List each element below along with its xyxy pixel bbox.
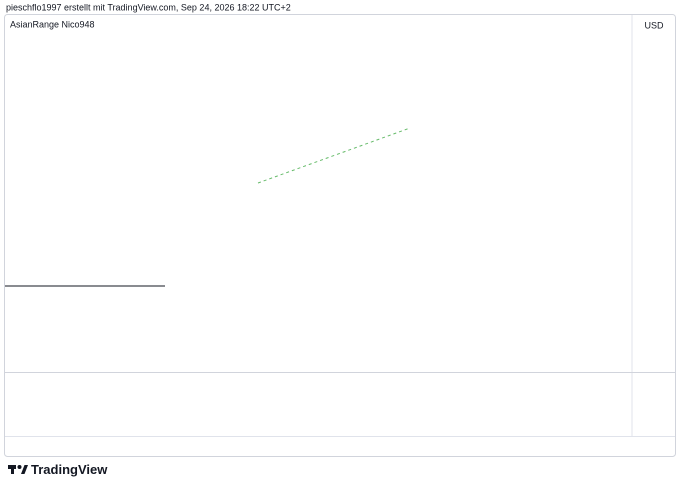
currency: USD — [644, 20, 664, 30]
header-text: pieschflo1997 erstellt mit TradingView.c… — [6, 2, 291, 12]
logo-shape — [11, 465, 14, 474]
chart-frame — [4, 14, 676, 457]
trend-dashed-line — [257, 127, 411, 184]
brand-logo: TradingView — [8, 462, 108, 477]
logo-shape — [17, 465, 22, 469]
logo-shape — [21, 465, 28, 474]
chart-title: AsianRange Nico948 — [10, 19, 95, 29]
brand-name: TradingView — [31, 462, 108, 477]
